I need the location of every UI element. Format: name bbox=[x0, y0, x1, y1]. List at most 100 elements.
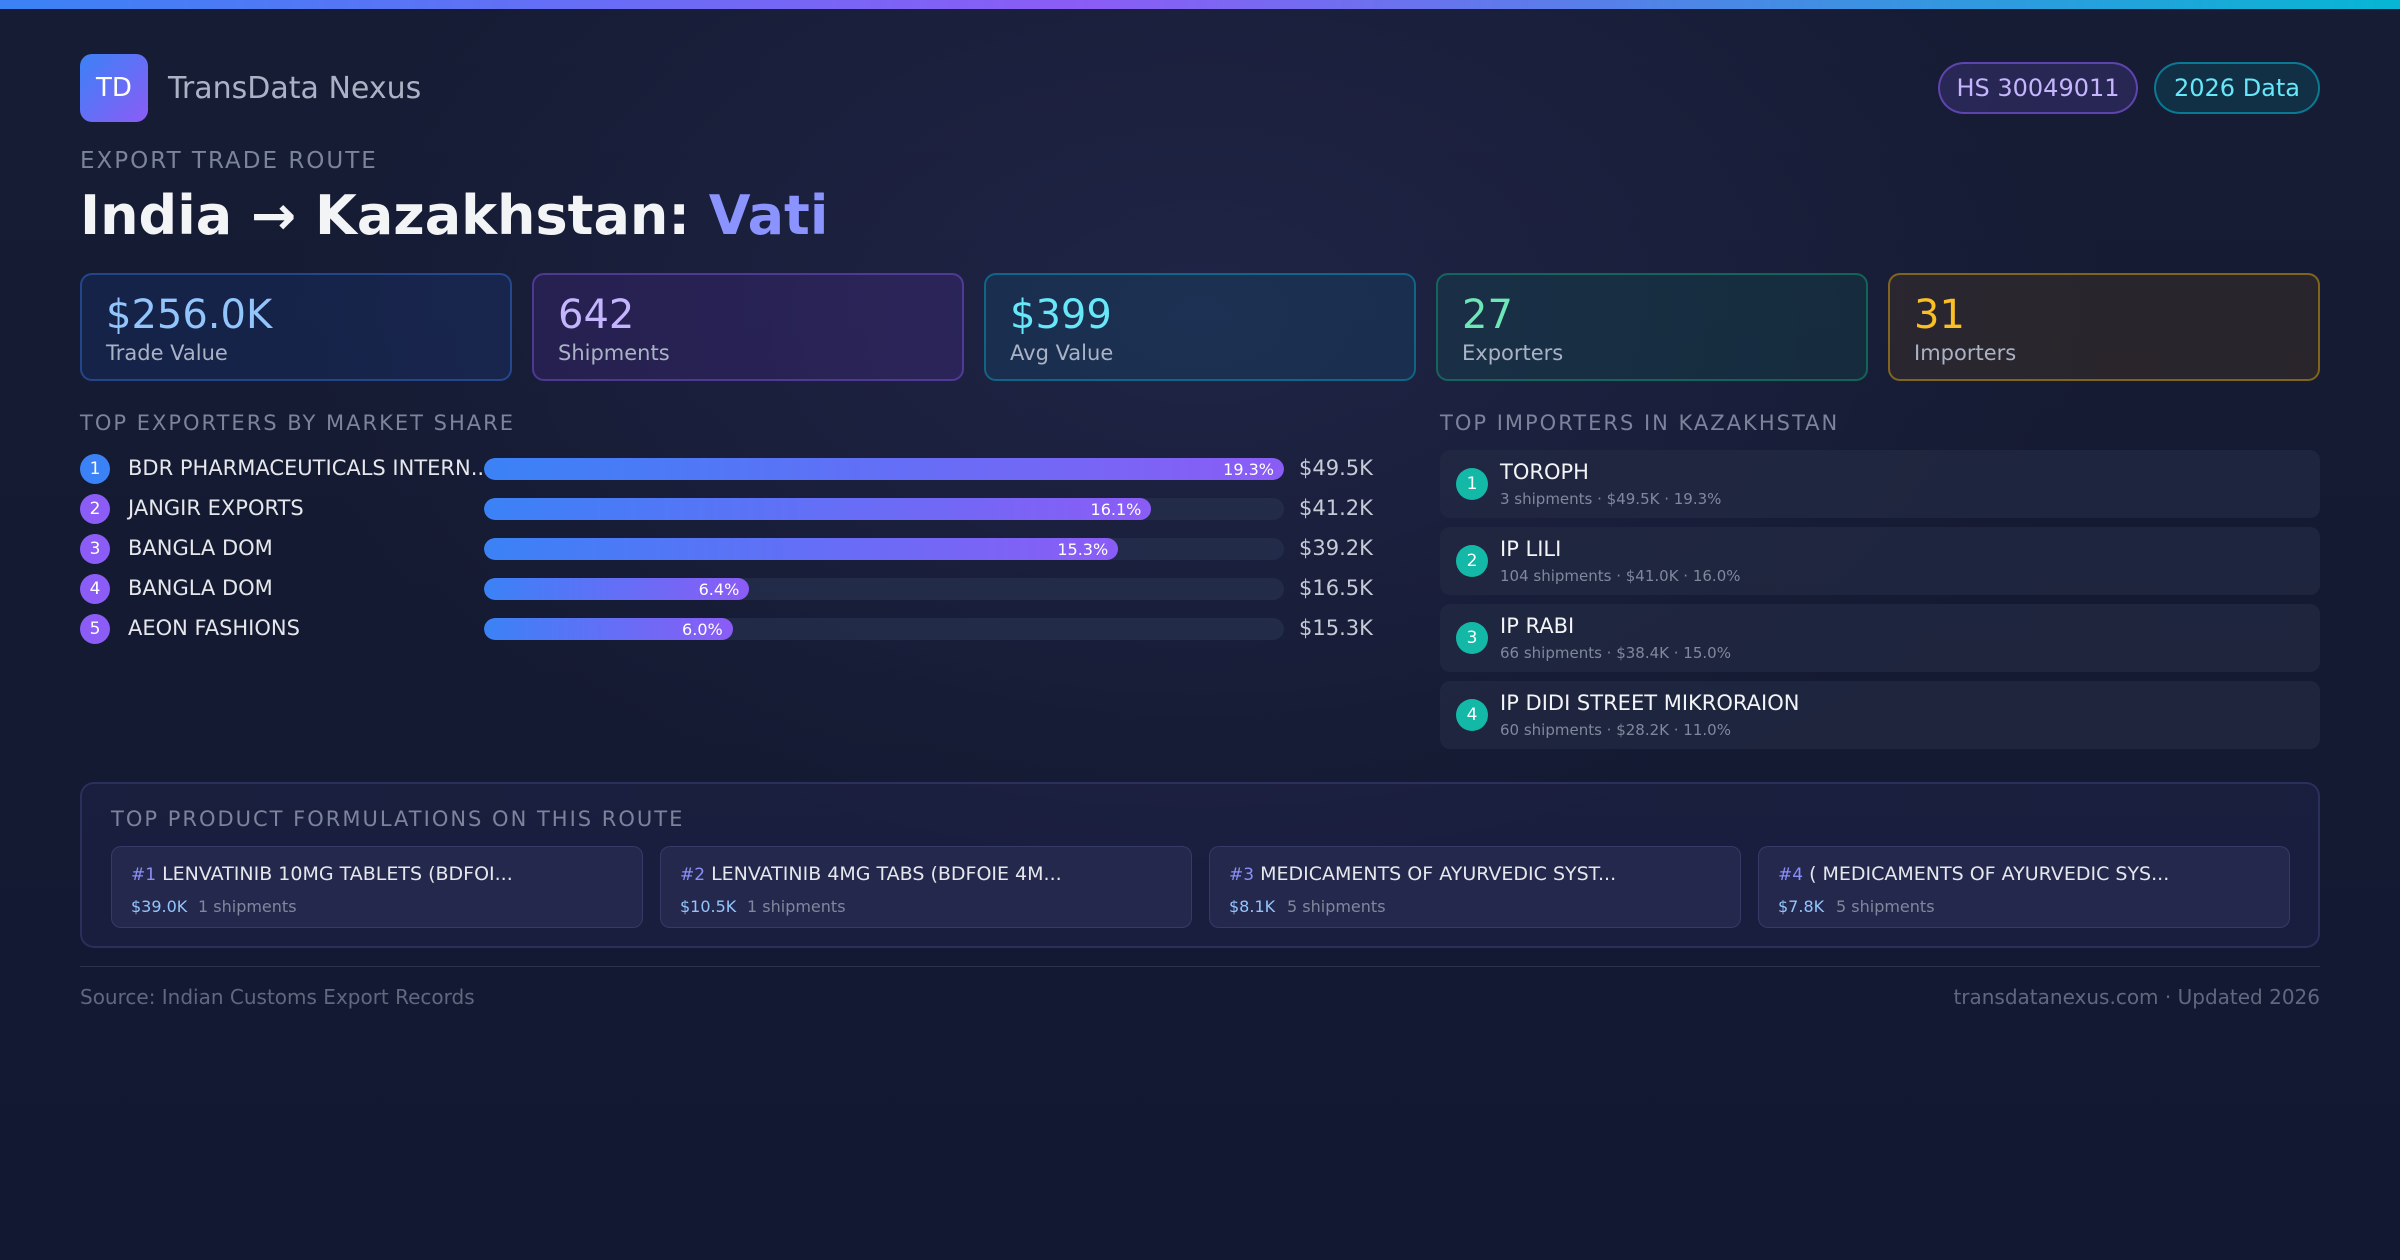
brand-name[interactable]: TransData Nexus bbox=[168, 71, 422, 106]
product-shipments: 5 shipments bbox=[1836, 897, 1935, 916]
exporter-row[interactable]: 2 JANGIR EXPORTS 16.1% $41.2K bbox=[80, 489, 1373, 529]
importer-meta: 104 shipments · $41.0K · 16.0% bbox=[1500, 567, 1741, 585]
page-title-product: Vati bbox=[708, 184, 829, 247]
product-title: #4( MEDICAMENTS OF AYURVEDIC SYS... bbox=[1778, 863, 2169, 885]
importer-name: TOROPH bbox=[1500, 460, 1589, 484]
header: TD TransData Nexus HS 30049011 2026 Data bbox=[80, 54, 2320, 122]
exporters-heading: TOP EXPORTERS BY MARKET SHARE bbox=[80, 411, 516, 435]
stat-value: 642 bbox=[558, 292, 635, 338]
product-value: $39.0K bbox=[131, 897, 188, 916]
exporter-share-bar: 6.4% bbox=[484, 578, 750, 600]
stat-label: Avg Value bbox=[1010, 341, 1114, 365]
exporter-name: BDR PHARMACEUTICALS INTERN... bbox=[128, 456, 491, 480]
exporter-name: AEON FASHIONS bbox=[128, 616, 300, 640]
stat-value: $256.0K bbox=[106, 292, 273, 338]
exporter-rank-badge: 5 bbox=[80, 614, 110, 644]
exporter-row[interactable]: 4 BANGLA DOM 6.4% $16.5K bbox=[80, 569, 1373, 609]
product-shipments: 5 shipments bbox=[1287, 897, 1386, 916]
exporter-share-label: 6.0% bbox=[682, 620, 723, 639]
product-rank: #4 bbox=[1778, 865, 1804, 885]
stat-label: Importers bbox=[1914, 341, 2017, 365]
exporter-value: $41.2K bbox=[1299, 496, 1373, 520]
importer-card[interactable]: 2 IP LILI 104 shipments · $41.0K · 16.0% bbox=[1440, 527, 2320, 595]
importer-name: IP DIDI STREET MIKRORAION bbox=[1500, 691, 1800, 715]
product-title: #2 LENVATINIB 4MG TABS (BDFOIE 4M... bbox=[680, 863, 1062, 885]
importer-rank-badge: 1 bbox=[1456, 468, 1488, 500]
product-card[interactable]: #1 LENVATINIB 10MG TABLETS (BDFOI... $39.… bbox=[111, 846, 643, 928]
stat-value: 27 bbox=[1462, 292, 1513, 338]
product-shipments: 1 shipments bbox=[747, 897, 846, 916]
product-value: $7.8K bbox=[1778, 897, 1825, 916]
product-card[interactable]: #2 LENVATINIB 4MG TABS (BDFOIE 4M... $10.… bbox=[660, 846, 1192, 928]
hs-code-badge[interactable]: HS 30049011 bbox=[1938, 62, 2138, 114]
exporter-rank-badge: 3 bbox=[80, 534, 110, 564]
exporter-row[interactable]: 3 BANGLA DOM 15.3% $39.2K bbox=[80, 529, 1373, 569]
exporter-value: $16.5K bbox=[1299, 576, 1373, 600]
importers-heading: TOP IMPORTERS IN KAZAKHSTAN bbox=[1440, 411, 1840, 435]
importer-name: IP RABI bbox=[1500, 614, 1575, 638]
page-title: India → Kazakhstan: Vati bbox=[80, 184, 828, 247]
importer-card[interactable]: 3 IP RABI 66 shipments · $38.4K · 15.0% bbox=[1440, 604, 2320, 672]
exporter-share-track: 19.3% bbox=[484, 458, 1284, 480]
exporter-share-track: 15.3% bbox=[484, 538, 1284, 560]
exporter-rank-badge: 2 bbox=[80, 494, 110, 524]
product-shipments: 1 shipments bbox=[198, 897, 297, 916]
importer-card[interactable]: 1 TOROPH 3 shipments · $49.5K · 19.3% bbox=[1440, 450, 2320, 518]
exporter-share-track: 6.4% bbox=[484, 578, 1284, 600]
page-title-route: India → Kazakhstan: bbox=[80, 184, 709, 247]
product-card[interactable]: #4( MEDICAMENTS OF AYURVEDIC SYS... $7.8… bbox=[1758, 846, 2290, 928]
product-name: ( MEDICAMENTS OF AYURVEDIC SYS... bbox=[1809, 863, 2170, 885]
brand-logo[interactable]: TD bbox=[80, 54, 148, 122]
route-eyebrow: EXPORT TRADE ROUTE bbox=[80, 148, 378, 174]
stat-label: Shipments bbox=[558, 341, 670, 365]
importer-rank-badge: 3 bbox=[1456, 622, 1488, 654]
exporter-share-label: 16.1% bbox=[1090, 500, 1142, 519]
exporter-share-label: 15.3% bbox=[1057, 540, 1109, 559]
stat-label: Trade Value bbox=[106, 341, 228, 365]
exporter-share-bar: 16.1% bbox=[484, 498, 1152, 520]
product-rank: #2 bbox=[680, 865, 706, 885]
data-year-badge[interactable]: 2026 Data bbox=[2154, 62, 2320, 114]
product-card[interactable]: #3 MEDICAMENTS OF AYURVEDIC SYST... $8.1K… bbox=[1209, 846, 1741, 928]
stat-label: Exporters bbox=[1462, 341, 1564, 365]
exporter-share-track: 16.1% bbox=[484, 498, 1284, 520]
product-name: MEDICAMENTS OF AYURVEDIC SYST... bbox=[1260, 863, 1617, 885]
exporter-value: $49.5K bbox=[1299, 456, 1373, 480]
exporter-row[interactable]: 1 BDR PHARMACEUTICALS INTERN... 19.3% $4… bbox=[80, 449, 1373, 489]
exporter-value: $15.3K bbox=[1299, 616, 1373, 640]
stat-card-importers: 31 Importers bbox=[1888, 273, 2320, 381]
importer-rank-badge: 2 bbox=[1456, 545, 1488, 577]
stat-card-exporters: 27 Exporters bbox=[1436, 273, 1868, 381]
exporter-row[interactable]: 5 AEON FASHIONS 6.0% $15.3K bbox=[80, 609, 1373, 649]
products-heading: TOP PRODUCT FORMULATIONS ON THIS ROUTE bbox=[111, 807, 685, 831]
exporter-name: BANGLA DOM bbox=[128, 536, 273, 560]
stat-value: 31 bbox=[1914, 292, 1965, 338]
product-formulations-panel: TOP PRODUCT FORMULATIONS ON THIS ROUTE #… bbox=[80, 782, 2320, 948]
exporter-name: BANGLA DOM bbox=[128, 576, 273, 600]
footer-source: Source: Indian Customs Export Records bbox=[80, 985, 475, 1009]
exporter-share-bar: 6.0% bbox=[484, 618, 733, 640]
product-value: $8.1K bbox=[1229, 897, 1276, 916]
stat-card-avg-value: $399 Avg Value bbox=[984, 273, 1416, 381]
importer-meta: 66 shipments · $38.4K · 15.0% bbox=[1500, 644, 1731, 662]
importer-meta: 60 shipments · $28.2K · 11.0% bbox=[1500, 721, 1731, 739]
importer-card[interactable]: 4 IP DIDI STREET MIKRORAION 60 shipments… bbox=[1440, 681, 2320, 749]
product-name: LENVATINIB 4MG TABS (BDFOIE 4M... bbox=[711, 863, 1062, 885]
stat-card-shipments: 642 Shipments bbox=[532, 273, 964, 381]
importer-rank-badge: 4 bbox=[1456, 699, 1488, 731]
exporter-share-bar: 19.3% bbox=[484, 458, 1284, 480]
exporter-share-bar: 15.3% bbox=[484, 538, 1119, 560]
stat-value: $399 bbox=[1010, 292, 1112, 338]
exporter-rank-badge: 1 bbox=[80, 454, 110, 484]
product-title: #3 MEDICAMENTS OF AYURVEDIC SYST... bbox=[1229, 863, 1616, 885]
footer-site-link[interactable]: transdatanexus.com · Updated 2026 bbox=[1953, 985, 2320, 1009]
product-title: #1 LENVATINIB 10MG TABLETS (BDFOI... bbox=[131, 863, 513, 885]
product-name: LENVATINIB 10MG TABLETS (BDFOI... bbox=[162, 863, 513, 885]
importer-meta: 3 shipments · $49.5K · 19.3% bbox=[1500, 490, 1722, 508]
footer-divider bbox=[80, 966, 2320, 967]
importer-name: IP LILI bbox=[1500, 537, 1562, 561]
product-rank: #3 bbox=[1229, 865, 1255, 885]
exporter-share-label: 19.3% bbox=[1223, 460, 1274, 479]
exporter-rank-badge: 4 bbox=[80, 574, 110, 604]
product-rank: #1 bbox=[131, 865, 157, 885]
